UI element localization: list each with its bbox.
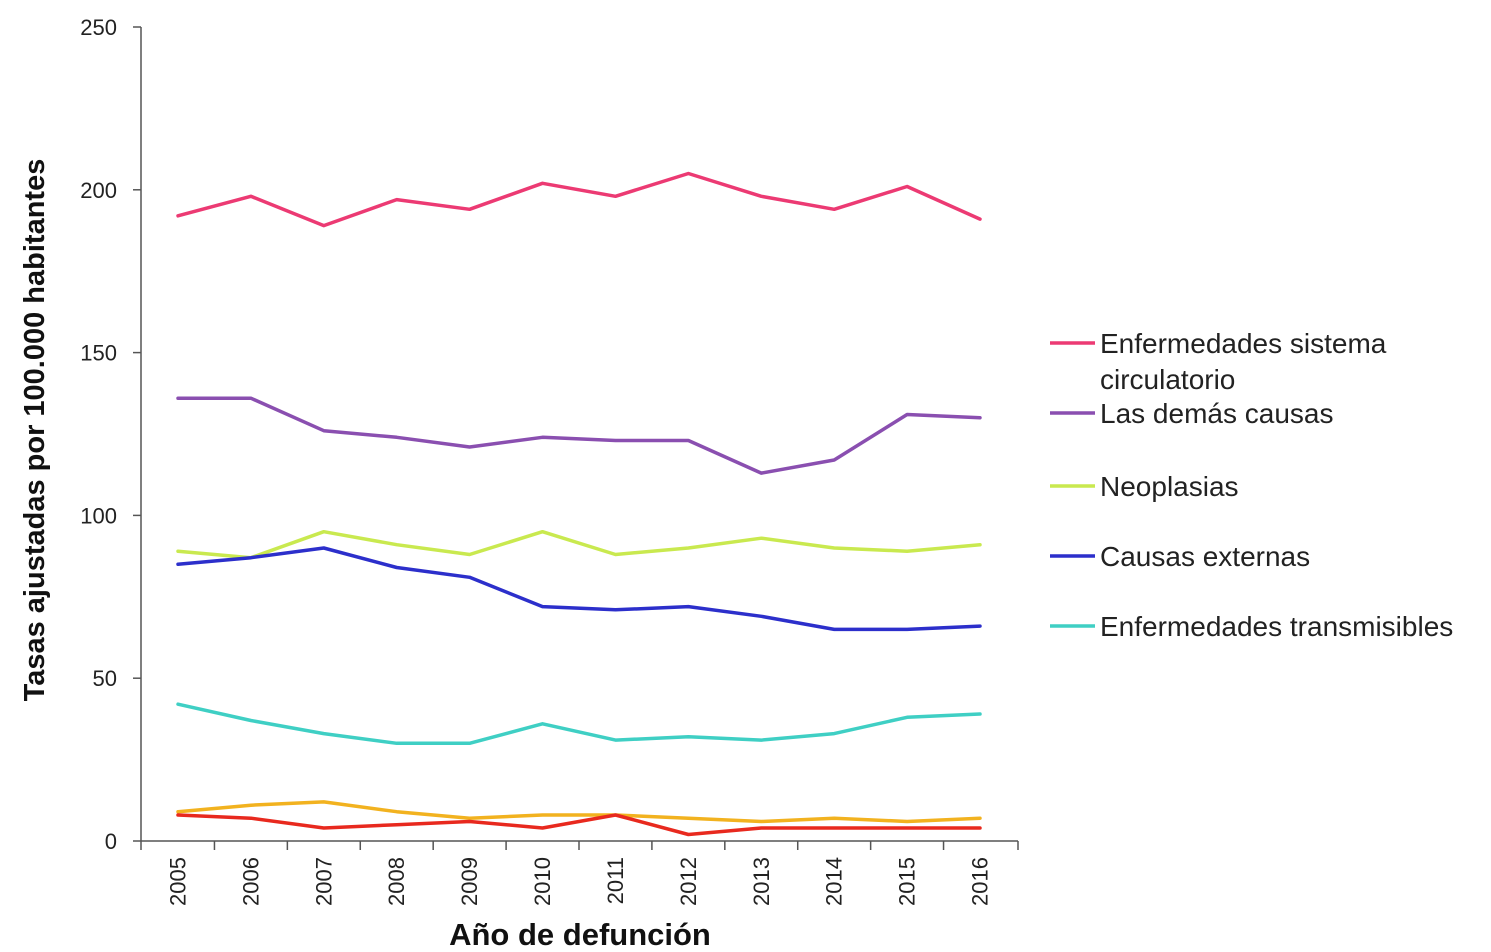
chart-series-group	[176, 171, 982, 837]
series-line-1	[176, 396, 982, 475]
x-tick-label: 2015	[895, 857, 920, 906]
series-line-0	[176, 171, 982, 228]
x-tick-label: 2005	[166, 857, 191, 906]
x-tick-label: 2013	[749, 857, 774, 906]
x-tick-label: 2008	[384, 857, 409, 906]
legend-label-line: Enfermedades transmisibles	[1100, 611, 1453, 642]
x-tick-label: 2016	[968, 857, 993, 906]
legend-label-line: Enfermedades sistema	[1100, 328, 1387, 359]
x-tick-label: 2014	[822, 857, 847, 906]
chart-axes: 0 50 100 150 200 250 2005 2006 2007 2008 2009 2010 2…	[80, 15, 1019, 906]
legend-label-line: Las demás causas	[1100, 398, 1333, 429]
legend-label-line: Causas externas	[1100, 541, 1310, 572]
legend-label-line: circulatorio	[1100, 364, 1235, 395]
y-tick-label: 0	[105, 829, 117, 854]
legend-label-line: Neoplasias	[1100, 471, 1239, 502]
legend-label: Enfermedades sistema circulatorio	[1100, 328, 1387, 395]
x-tick-label: 2009	[457, 857, 482, 906]
series-line-4	[176, 702, 982, 746]
x-tick-label: 2012	[676, 857, 701, 906]
series-line-6	[176, 813, 982, 837]
y-tick-label: 200	[80, 178, 117, 203]
series-line-2	[176, 529, 982, 560]
x-axis-title: Año de defunción	[449, 917, 711, 952]
legend-label: Neoplasias	[1100, 471, 1239, 502]
legend-label: Las demás causas	[1100, 398, 1333, 429]
x-tick-label: 2011	[603, 857, 628, 904]
y-tick-label: 100	[80, 503, 117, 528]
legend-label: Causas externas	[1100, 541, 1310, 572]
y-tick-label: 50	[93, 666, 117, 691]
series-line-3	[176, 546, 982, 632]
x-tick-label: 2010	[530, 857, 555, 906]
x-tick-label: 2007	[311, 857, 336, 906]
y-tick-label: 250	[80, 15, 117, 40]
y-tick-label: 150	[80, 341, 117, 366]
y-axis-title: Tasas ajustadas por 100.000 habitantes	[19, 159, 51, 702]
series-line-5	[176, 800, 982, 824]
legend-label: Enfermedades transmisibles	[1100, 611, 1453, 642]
x-tick-label: 2006	[238, 857, 263, 906]
